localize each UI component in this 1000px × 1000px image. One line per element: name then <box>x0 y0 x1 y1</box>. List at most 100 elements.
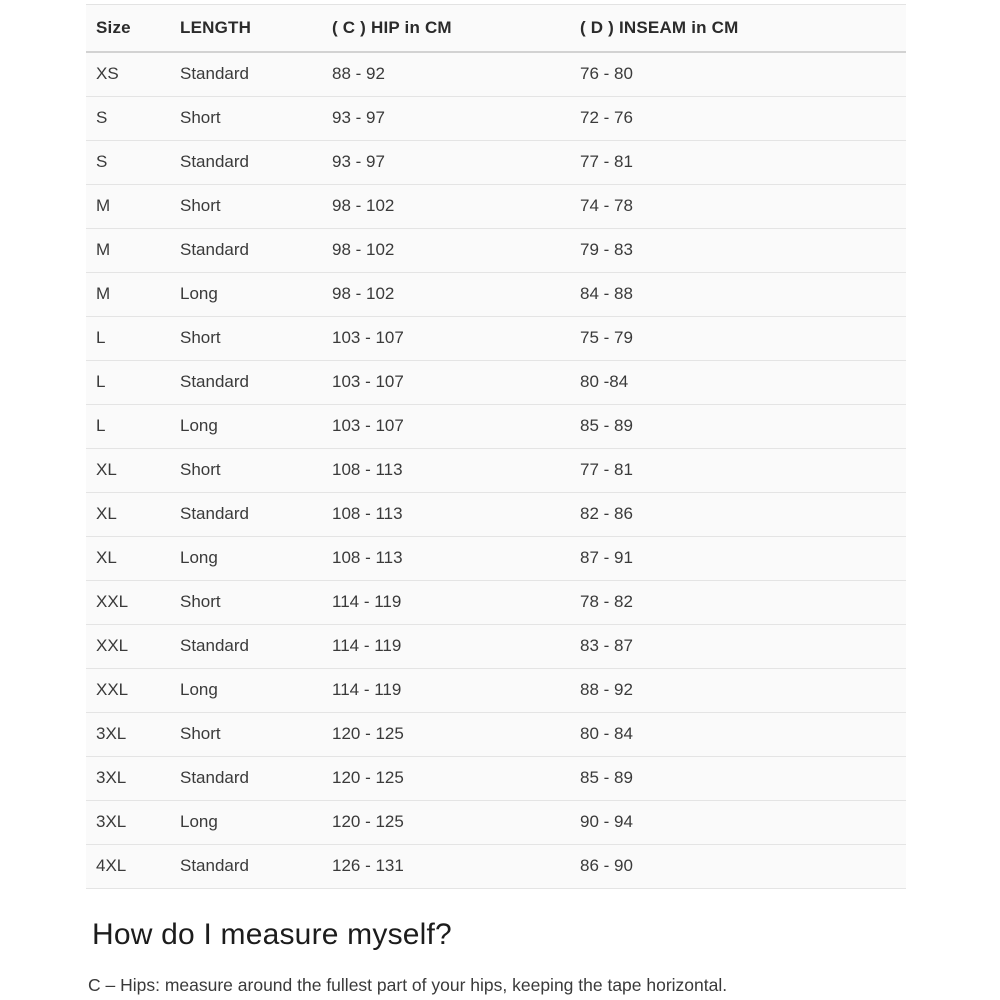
cell-size: S <box>86 96 170 141</box>
cell-inseam: 76 - 80 <box>580 64 633 83</box>
cell-size: XL <box>86 448 170 493</box>
cell-inseam: 84 - 88 <box>570 272 906 317</box>
cell-length: Long <box>170 800 322 845</box>
cell-length: Short <box>170 448 322 493</box>
cell-hip: 120 - 125 <box>322 756 570 801</box>
table-row: XXL Long 114 - 119 88 - 92 <box>86 668 906 713</box>
table-row: XL Long 108 - 113 87 - 91 <box>86 536 906 581</box>
header-row: Size LENGTH ( C ) HIP in CM ( D ) INSEAM… <box>86 4 906 53</box>
cell-size: XL <box>86 492 170 537</box>
table-row: S Short 93 - 97 72 - 76 <box>86 96 906 141</box>
cell-hip: 98 - 102 <box>322 272 570 317</box>
cell-hip: 98 - 102 <box>322 184 570 229</box>
cell-inseam: 82 - 86 <box>570 492 906 537</box>
cell-hip: 114 - 119 <box>322 580 570 625</box>
table-row: 3XL Standard 120 - 125 85 - 89 <box>86 756 906 801</box>
cell-length: Long <box>170 668 322 713</box>
cell-size: M <box>86 272 170 317</box>
cell-size: XXL <box>86 624 170 669</box>
cell-length: Standard <box>170 228 322 273</box>
cell-hip: 108 - 113 <box>322 492 570 537</box>
cell-inseam: 75 - 79 <box>570 316 906 361</box>
cell-size: L <box>86 404 170 449</box>
cell-inseam: 72 - 76 <box>570 96 906 141</box>
cell-hip: 114 - 119 <box>322 668 570 713</box>
cell-length: Short <box>170 96 322 141</box>
table-row: XL Standard 108 - 113 82 - 86 <box>86 492 906 537</box>
column-header-size: Size <box>86 4 170 53</box>
cell-size: 3XL <box>86 712 170 757</box>
cell-length: Standard <box>170 140 322 185</box>
cell-inseam: 77 - 81 <box>570 140 906 185</box>
table-row: S Standard 93 - 97 77 - 81 <box>86 140 906 185</box>
cell-hip: 93 - 97 <box>322 140 570 185</box>
cell-hip: 103 - 107 <box>322 404 570 449</box>
cell-length: Long <box>170 404 322 449</box>
cell-length: Short <box>170 316 322 361</box>
cell-hip: 120 - 125 <box>322 712 570 757</box>
table-row: 3XL Long 120 - 125 90 - 94 <box>86 800 906 845</box>
table-row: L Short 103 - 107 75 - 79 <box>86 316 906 361</box>
measure-heading: How do I measure myself? <box>92 918 452 951</box>
cell-hip: 108 - 113 <box>322 448 570 493</box>
size-chart-header: Size LENGTH ( C ) HIP in CM ( D ) INSEAM… <box>86 4 906 53</box>
cell-inseam: 90 - 94 <box>570 800 906 845</box>
cell-length: Standard <box>170 844 322 889</box>
cell-size: M <box>86 228 170 273</box>
cell-inseam: 79 - 83 <box>570 228 906 273</box>
table-row: XXL Standard 114 - 119 83 - 87 <box>86 624 906 669</box>
table-row: 3XL Short 120 - 125 80 - 84 <box>86 712 906 757</box>
cell-hip: 114 - 119 <box>322 624 570 669</box>
table-row: L Standard 103 - 107 80 -84 <box>86 360 906 405</box>
cell-length: Long <box>170 272 322 317</box>
cell-size: XXL <box>86 668 170 713</box>
cell-length: Standard <box>170 360 322 405</box>
table-row: M Standard 98 - 102 79 - 83 <box>86 228 906 273</box>
cell-hip: 93 - 97 <box>322 96 570 141</box>
cell-size: XS <box>96 64 119 83</box>
column-header-length: LENGTH <box>170 4 322 53</box>
cell-length: Standard <box>180 64 249 83</box>
table-row: M Short 98 - 102 74 - 78 <box>86 184 906 229</box>
table-row: 4XL Standard 126 - 131 86 - 90 <box>86 844 906 889</box>
cell-inseam: 88 - 92 <box>570 668 906 713</box>
cell-inseam: 80 -84 <box>570 360 906 405</box>
cell-hip: 126 - 131 <box>322 844 570 889</box>
table-row: XXL Short 114 - 119 78 - 82 <box>86 580 906 625</box>
cell-hip: 98 - 102 <box>322 228 570 273</box>
cell-size: L <box>86 316 170 361</box>
cell-length: Standard <box>170 624 322 669</box>
cell-inseam: 83 - 87 <box>570 624 906 669</box>
cell-length: Standard <box>170 492 322 537</box>
cell-length: Short <box>170 580 322 625</box>
cell-inseam: 87 - 91 <box>570 536 906 581</box>
note-hips: C – Hips: measure around the fullest par… <box>88 975 728 995</box>
cell-hip: 103 - 107 <box>322 316 570 361</box>
cell-size: 3XL <box>86 800 170 845</box>
column-header-inseam: ( D ) INSEAM in CM <box>570 4 906 53</box>
cell-inseam: 80 - 84 <box>570 712 906 757</box>
size-chart-table: Size LENGTH ( C ) HIP in CM ( D ) INSEAM… <box>86 4 906 889</box>
cell-hip: 103 - 107 <box>322 360 570 405</box>
cell-size: 4XL <box>86 844 170 889</box>
cell-size: S <box>86 140 170 185</box>
table-row: L Long 103 - 107 85 - 89 <box>86 404 906 449</box>
cell-inseam: 77 - 81 <box>570 448 906 493</box>
table-row: XS Standard 88 - 92 76 - 80 <box>86 52 906 97</box>
cell-size: XL <box>86 536 170 581</box>
measure-notes: C – Hips: measure around the fullest par… <box>88 969 1000 1000</box>
cell-length: Short <box>170 184 322 229</box>
cell-size: XXL <box>86 580 170 625</box>
cell-hip: 88 - 92 <box>332 64 385 83</box>
cell-length: Standard <box>170 756 322 801</box>
table-body: XS Standard 88 - 92 76 - 80 S Short 93 - 97 72 … <box>86 52 906 889</box>
column-header-hip: ( C ) HIP in CM <box>322 4 570 53</box>
cell-inseam: 85 - 89 <box>570 756 906 801</box>
table-row: XL Short 108 - 113 77 - 81 <box>86 448 906 493</box>
cell-size: 3XL <box>86 756 170 801</box>
cell-inseam: 78 - 82 <box>570 580 906 625</box>
cell-inseam: 86 - 90 <box>570 844 906 889</box>
cell-hip: 108 - 113 <box>322 536 570 581</box>
cell-inseam: 74 - 78 <box>570 184 906 229</box>
